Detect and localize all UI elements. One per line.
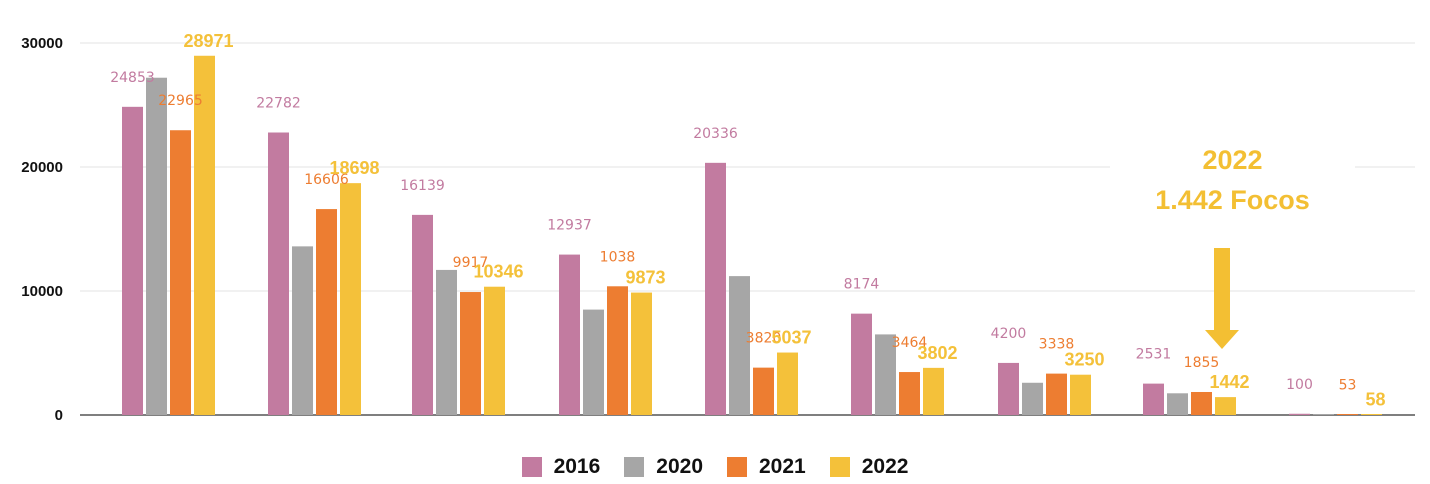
- bar-2016-3: [412, 214, 433, 415]
- bar-2021-3: [460, 292, 481, 415]
- data-label-2021-4: 1038: [600, 249, 636, 265]
- data-label-2021-8: 1855: [1184, 355, 1220, 371]
- legend-label: 2016: [553, 455, 601, 478]
- annotation-text: 1.442 Focos: [1155, 185, 1310, 215]
- bar-2020-5: [729, 276, 750, 415]
- data-label-2021-3: 9917: [453, 255, 489, 271]
- bar-2022-5: [777, 352, 798, 415]
- data-label-2022-7: 3250: [1064, 350, 1104, 370]
- bar-2020-3: [436, 269, 457, 415]
- data-label-2022-6: 3802: [917, 343, 957, 363]
- y-tick-label: 10000: [21, 283, 63, 300]
- down-arrow-icon: [1205, 248, 1239, 349]
- bar-2020-8: [1167, 393, 1188, 415]
- data-label-2016-2: 22782: [256, 96, 301, 112]
- data-label-2021-9: 53: [1339, 377, 1357, 393]
- bar-2021-6: [899, 372, 920, 415]
- bar-2021-2: [316, 209, 337, 415]
- data-label-2021-7: 3338: [1039, 337, 1075, 353]
- legend-swatch: [624, 457, 645, 477]
- data-labels: 24853 22782 16139 12937 20336 8174 4200 2531 100…: [110, 31, 1385, 410]
- bar-2021-1: [170, 130, 191, 415]
- legend-item-2022: 2022: [829, 455, 909, 479]
- bar-2016-6: [851, 313, 872, 415]
- data-label-2021-2: 16606: [304, 172, 349, 188]
- data-label-2016-4: 12937: [547, 218, 592, 234]
- bar-2021-7: [1046, 373, 1067, 415]
- legend-item-2020: 2020: [624, 455, 703, 479]
- bar-2020-9: [1313, 414, 1334, 415]
- y-tick-label: 0: [55, 407, 63, 424]
- data-label-2022-4: 9873: [625, 268, 665, 288]
- bar-2022-3: [484, 286, 505, 415]
- bar-2020-6: [875, 334, 896, 415]
- legend: 2016 2020 2021 2022: [0, 455, 1430, 479]
- bar-2021-8: [1191, 391, 1212, 415]
- legend-label: 2020: [656, 455, 703, 478]
- data-label-2016-1: 24853: [110, 70, 155, 86]
- data-label-2021-1: 22965: [158, 93, 203, 109]
- bar-2021-4: [607, 286, 628, 415]
- data-label-2022-3: 10346: [473, 262, 523, 282]
- bar-2020-2: [292, 246, 313, 415]
- data-label-2016-6: 8174: [844, 277, 880, 293]
- data-label-2022-5: 5037: [771, 328, 811, 348]
- data-label-2021-6: 3464: [892, 335, 928, 351]
- legend-swatch: [521, 457, 542, 477]
- bars: [122, 55, 1382, 415]
- bar-2020-7: [1022, 382, 1043, 415]
- data-label-2016-8: 2531: [1136, 347, 1172, 363]
- data-label-2022-2: 18698: [329, 158, 379, 178]
- legend-item-2021: 2021: [727, 455, 806, 479]
- legend-swatch: [829, 457, 850, 477]
- bar-2016-1: [122, 106, 143, 415]
- data-label-2016-7: 4200: [991, 326, 1027, 342]
- bar-2022-7: [1070, 374, 1091, 415]
- data-label-2022-9: 58: [1365, 389, 1385, 409]
- data-label-2016-9: 100: [1286, 377, 1313, 393]
- bar-chart: 0 10000 20000 30000 24853 22782 16139 12937 203…: [21, 31, 1415, 424]
- bar-2022-2: [340, 183, 361, 415]
- bar-2016-8: [1143, 383, 1164, 415]
- data-label-2022-1: 28971: [183, 31, 233, 51]
- legend-swatch: [727, 457, 747, 477]
- bar-2021-5: [753, 367, 774, 415]
- bar-2016-4: [559, 254, 580, 415]
- legend-item-2016: 2016: [521, 455, 601, 479]
- bar-2022-8: [1215, 397, 1236, 415]
- bar-2016-2: [268, 132, 289, 415]
- y-tick-label: 30000: [21, 35, 63, 52]
- bar-2016-7: [998, 362, 1019, 415]
- bar-2022-1: [194, 55, 215, 415]
- y-axis-ticks: 0 10000 20000 30000: [21, 35, 63, 424]
- data-label-2016-5: 20336: [693, 126, 738, 142]
- y-tick-label: 20000: [21, 159, 63, 176]
- data-label-2021-5: 3820: [746, 331, 782, 347]
- bar-2022-4: [631, 292, 652, 415]
- legend-label: 2022: [861, 455, 909, 478]
- annotation-box: 2022 1.442 Focos: [1110, 140, 1355, 220]
- bar-2020-4: [583, 309, 604, 415]
- data-label-2022-8: 1442: [1209, 372, 1249, 392]
- bar-2016-9: [1289, 413, 1310, 415]
- bar-2020-1: [146, 77, 167, 415]
- bar-2022-6: [923, 367, 944, 415]
- annotation-year: 2022: [1202, 145, 1263, 175]
- data-label-2016-3: 16139: [400, 178, 445, 194]
- bar-2016-5: [705, 162, 726, 415]
- legend-label: 2021: [759, 455, 806, 478]
- bar-2022-9: [1361, 414, 1382, 415]
- bar-2021-9: [1337, 414, 1358, 415]
